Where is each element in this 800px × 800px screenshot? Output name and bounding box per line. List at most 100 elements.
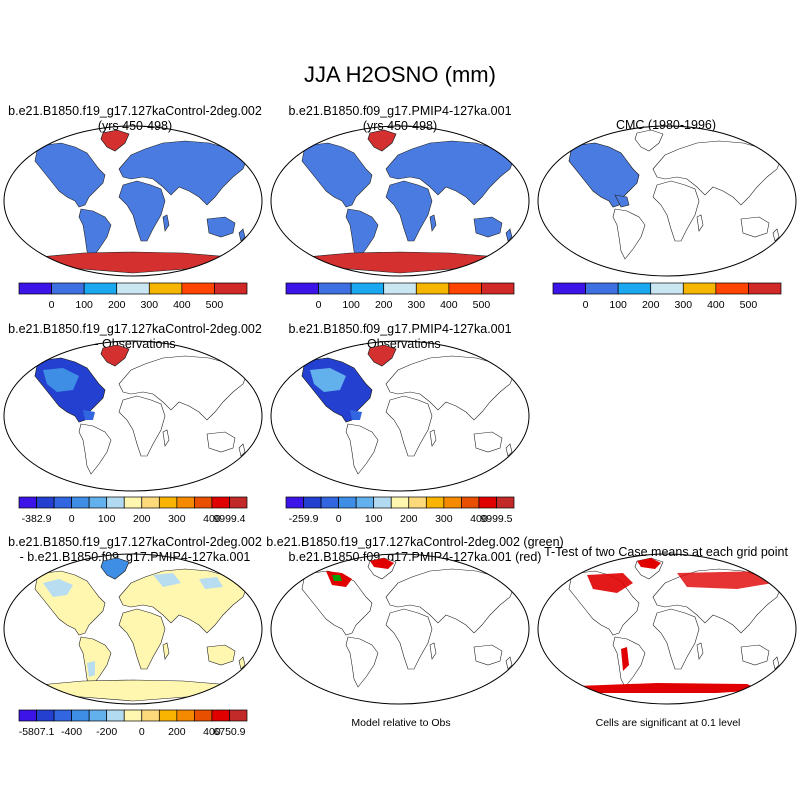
colorbar-tick-label: 0: [69, 513, 75, 525]
colorbar-swatch: [18, 496, 37, 509]
colorbar-tick-label: -200: [96, 726, 117, 738]
colorbar-tick-label: 9999.4: [213, 513, 245, 525]
colorbar-tick-label: 300: [168, 513, 186, 525]
colorbar-tick-label: 200: [108, 299, 126, 311]
colorbar-tick-label: 100: [609, 299, 627, 311]
colorbar-swatch: [141, 496, 160, 509]
colorbar-swatch: [71, 496, 90, 509]
map-panel-2: [270, 125, 530, 277]
colorbar-swatch: [148, 282, 183, 295]
colorbar-swatch: [320, 496, 339, 509]
colorbar-panel-3: 0 100 200 300 400 500: [552, 282, 782, 311]
colorbar-tick-label: 200: [133, 513, 151, 525]
colorbar-swatch: [585, 282, 619, 295]
panel-2-title-line1: b.e21.B1850.f09_g17.PMIP4-127ka.001: [288, 104, 512, 118]
colorbar-swatch: [181, 282, 215, 295]
colorbar-swatch: [415, 282, 450, 295]
panel-3-title-line1: CMC (1980-1996): [615, 118, 717, 132]
colorbar-swatch: [194, 709, 213, 722]
colorbar-tick-label: 300: [675, 299, 693, 311]
colorbar-tick-label: 400: [440, 299, 458, 311]
colorbar-swatch: [123, 709, 143, 722]
colorbar-tick-label: 300: [408, 299, 426, 311]
colorbar-swatch: [355, 496, 375, 509]
colorbar-swatch: [176, 709, 195, 722]
colorbar-swatch: [338, 496, 357, 509]
map-panel-4: [3, 340, 263, 492]
colorbar-tick-label: 0: [583, 299, 589, 311]
colorbar-tick-label: 400: [203, 726, 221, 738]
map-panel-7: [3, 553, 263, 705]
colorbar-tick-label: 0: [336, 513, 342, 525]
panel-7-title-line2: - b.e21.B1850.f09_g17.PMIP4-127ka.001: [19, 550, 251, 564]
page-title: JJA H2OSNO (mm): [304, 62, 496, 87]
colorbar-tick-label: 400: [707, 299, 725, 311]
colorbar-tick-label: 500: [740, 299, 758, 311]
colorbar-swatch: [285, 496, 304, 509]
colorbar-swatch: [158, 496, 178, 509]
colorbar-swatch: [36, 496, 55, 509]
colorbar-tick-label: -382.9: [22, 513, 52, 525]
colorbar-tick-label: 0: [49, 299, 55, 311]
colorbar-swatch: [552, 282, 586, 295]
colorbar-swatch: [18, 282, 52, 295]
colorbar-swatch: [176, 496, 195, 509]
colorbar-swatch: [715, 282, 749, 295]
colorbar-tick-label: 500: [206, 299, 224, 311]
panel-9-title-line1: T-Test of two Case means at each grid po…: [544, 545, 788, 559]
colorbar-swatch: [194, 496, 213, 509]
colorbar-swatch: [51, 282, 85, 295]
panel-9-footnote: Cells are significant at 0.1 level: [595, 717, 741, 729]
colorbar-tick-label: 100: [98, 513, 116, 525]
colorbar-tick-label: 300: [435, 513, 453, 525]
map-panel-1: [3, 125, 263, 277]
colorbar-swatch: [443, 496, 462, 509]
panel-1-title-line1: b.e21.B1850.f19_g17.127kaControl-2deg.00…: [8, 104, 262, 118]
colorbar-tick-label: 100: [365, 513, 383, 525]
map-panel-8: [270, 553, 530, 705]
colorbar-tick-label: 200: [400, 513, 418, 525]
colorbar-swatch: [650, 282, 684, 295]
panel-8-footnote: Model relative to Obs: [351, 717, 451, 729]
colorbar-swatch: [88, 496, 108, 509]
panel-4-title-line1: b.e21.B1850.f19_g17.127kaControl-2deg.00…: [8, 322, 262, 336]
colorbar-tick-label: 200: [168, 726, 186, 738]
colorbar-tick-label: 6750.9: [213, 726, 245, 738]
map-panel-9: [537, 553, 797, 705]
colorbar-tick-label: 200: [642, 299, 660, 311]
panel-8-title-line2: b.e21.B1850.f09_g17.PMIP4-127ka.001 (red…: [288, 550, 542, 564]
colorbar-swatch: [350, 282, 385, 295]
colorbar-tick-label: 100: [75, 299, 93, 311]
colorbar-swatch: [36, 709, 55, 722]
colorbar-tick-label: 400: [173, 299, 191, 311]
colorbar-tick-label: 9999.5: [480, 513, 512, 525]
colorbar-tick-label: 0: [316, 299, 322, 311]
colorbar-swatch: [303, 496, 322, 509]
panel-8-title-line1: b.e21.B1850.f19_g17.127kaControl-2deg.00…: [266, 535, 564, 549]
colorbar-swatch: [425, 496, 445, 509]
colorbar-swatch: [123, 496, 143, 509]
colorbar-swatch: [461, 496, 480, 509]
colorbar-swatch: [285, 282, 319, 295]
colorbar-swatch: [373, 496, 392, 509]
panel-8-title: b.e21.B1850.f19_g17.127kaControl-2deg.00…: [265, 535, 565, 565]
colorbar-tick-label: -400: [61, 726, 82, 738]
panel-5-title-line1: b.e21.B1850.f09_g17.PMIP4-127ka.001: [288, 322, 512, 336]
colorbar-panel-2: 0 100 200 300 400 500: [285, 282, 515, 311]
colorbar-swatch: [53, 496, 72, 509]
colorbar-swatch: [229, 496, 248, 509]
colorbar-swatch: [211, 709, 230, 722]
colorbar-swatch: [53, 709, 72, 722]
colorbar-swatch: [383, 282, 417, 295]
colorbar-swatch: [88, 709, 108, 722]
colorbar-swatch: [748, 282, 782, 295]
colorbar-tick-label: -259.9: [289, 513, 319, 525]
colorbar-swatch: [116, 282, 150, 295]
panel-3-title: CMC (1980-1996): [535, 118, 797, 133]
colorbar-swatch: [229, 709, 248, 722]
colorbar-tick-label: 400: [470, 513, 488, 525]
colorbar-swatch: [214, 282, 248, 295]
